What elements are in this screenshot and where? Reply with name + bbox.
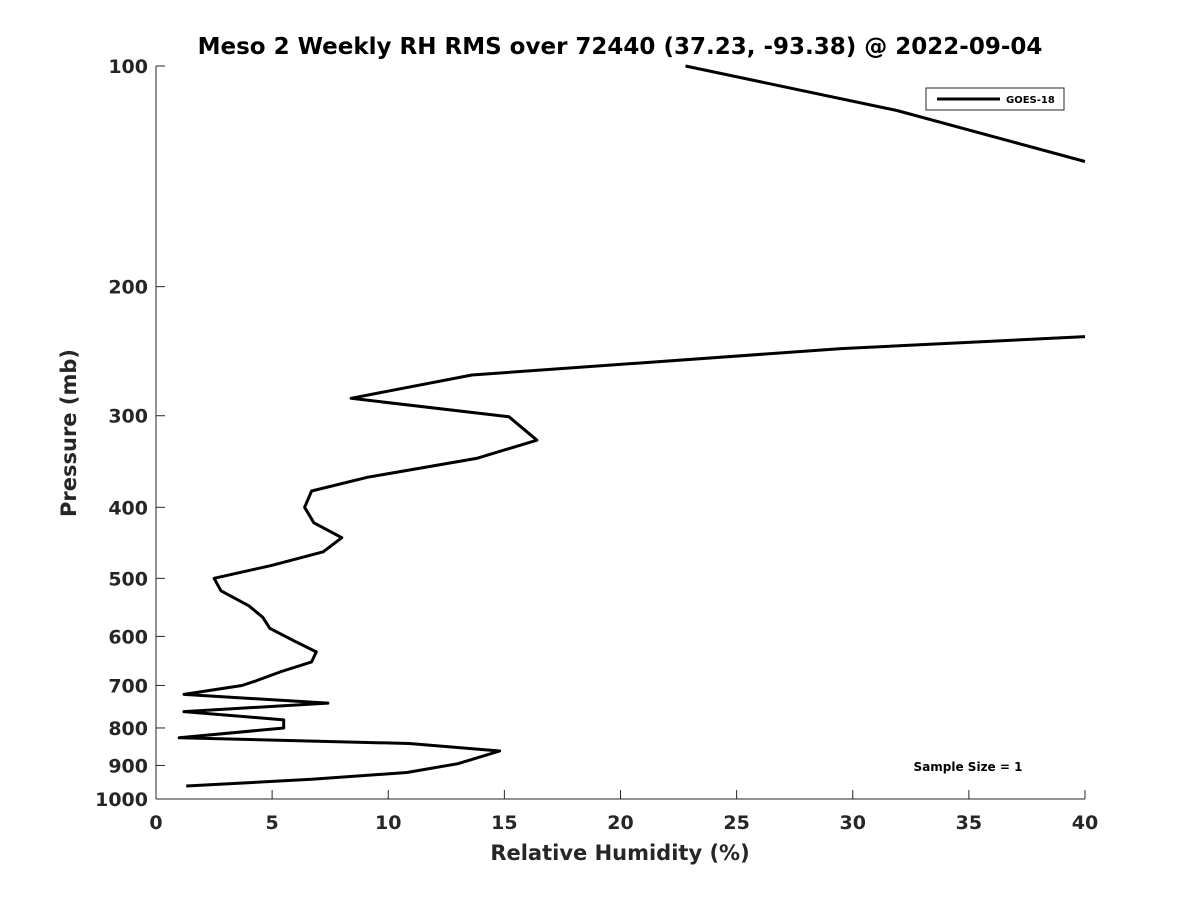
x-tick-label: 0	[149, 812, 162, 834]
chart-title: Meso 2 Weekly RH RMS over 72440 (37.23, …	[198, 34, 1043, 60]
y-tick-label: 500	[108, 568, 148, 590]
y-tick-label: 900	[108, 755, 148, 777]
x-tick-label: 25	[723, 812, 749, 834]
y-tick-label: 600	[108, 626, 148, 648]
x-tick-label: 15	[491, 812, 517, 834]
y-tick-label: 700	[108, 675, 148, 697]
series-line-goes-18	[685, 64, 1086, 163]
legend: GOES-18	[925, 87, 1065, 111]
legend-entry-goes-18: GOES-18	[1006, 95, 1055, 106]
sample-size-annotation: Sample Size = 1	[914, 760, 1023, 774]
y-tick-label: 300	[108, 406, 148, 428]
y-tick-label: 1000	[95, 789, 148, 811]
x-tick-label: 40	[1072, 812, 1098, 834]
series-line-goes-18	[177, 335, 1086, 788]
x-tick-label: 35	[956, 812, 982, 834]
x-axis-label: Relative Humidity (%)	[490, 841, 749, 865]
y-tick-label: 200	[108, 277, 148, 299]
y-tick-label: 100	[108, 56, 148, 78]
y-axis-label: Pressure (mb)	[57, 349, 81, 517]
x-tick-label: 30	[840, 812, 866, 834]
x-tick-label: 5	[266, 812, 279, 834]
y-tick-label: 400	[108, 497, 148, 519]
x-tick-label: 20	[607, 812, 633, 834]
data-lines	[177, 64, 1086, 788]
y-tick-label: 800	[108, 718, 148, 740]
axes: 0 5 10 15 20 25 30 35 40 100 200 300 400 500 600 700 800…	[95, 56, 1098, 834]
x-tick-label: 10	[375, 812, 401, 834]
